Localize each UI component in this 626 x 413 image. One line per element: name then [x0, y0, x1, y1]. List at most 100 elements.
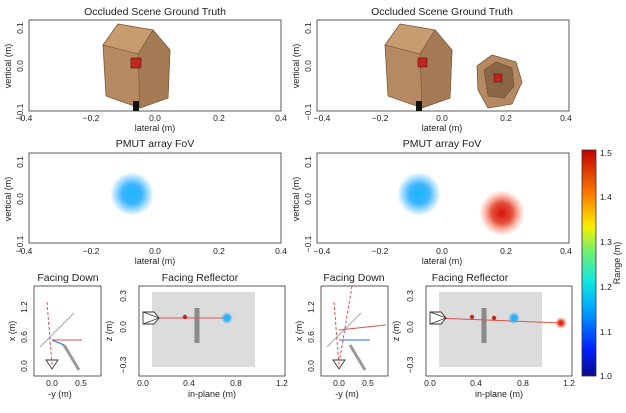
colorbar-tick-label: 1.5 — [600, 148, 612, 158]
x-tick-label: 0.0 — [424, 378, 436, 388]
x-tick-label: 0.5 — [362, 378, 374, 388]
panel-title: Facing Down — [37, 272, 98, 284]
x-ticks: −0.4 −0.2 0.0 0.2 0.4 — [16, 246, 288, 256]
x-tick-label: 1.2 — [276, 378, 288, 388]
y-tick-label: −0.1 — [303, 103, 313, 120]
panel-title: Occluded Scene Ground Truth — [371, 6, 513, 18]
y-axis-label: z (m) — [104, 321, 114, 342]
x-tick-label: −0.2 — [372, 246, 389, 256]
colorbar-tick-label: 1.1 — [600, 327, 612, 337]
panel-title: PMUT array FoV — [403, 138, 482, 150]
x-tick-label: 0.8 — [230, 378, 242, 388]
target-point — [491, 315, 497, 321]
panel-facing-down-left: Facing Down 1.2 0.6 0.0 0.0 0.5 -y (m) x… — [7, 272, 102, 399]
shaded-region — [439, 292, 542, 367]
plot-frame — [316, 152, 570, 244]
detection-blob-cyan — [397, 172, 441, 216]
y-ticks: 0.1 0.0 −0.1 — [303, 22, 313, 121]
detection-blob-red — [555, 317, 567, 329]
y-axis-label: vertical (m) — [291, 44, 301, 89]
y-tick-label: 1.2 — [19, 301, 29, 313]
plot-frame — [320, 285, 389, 377]
y-tick-label: 0.1 — [15, 22, 25, 34]
red-cube-marker — [493, 73, 503, 83]
y-axis-label: x (m) — [294, 321, 304, 342]
x-tick-label: 0.2 — [213, 113, 225, 123]
beam-path — [434, 317, 563, 324]
x-tick-label: 0.4 — [275, 246, 287, 256]
y-tick-label: 0.1 — [303, 156, 313, 168]
y-ticks: 0.1 0.0 −0.1 — [15, 22, 25, 121]
y-tick-label: 0.3 — [118, 290, 128, 302]
x-ticks: −0.4 −0.2 0.0 0.2 0.4 — [314, 113, 573, 123]
colorbar-gradient — [581, 149, 597, 377]
x-tick-label: 0.0 — [137, 378, 149, 388]
x-tick-label: −0.4 — [16, 113, 33, 123]
reflector-line — [326, 312, 362, 348]
cardboard-box-object — [102, 23, 171, 111]
beam-path — [338, 324, 387, 331]
colorbar-tick-label: 1.0 — [600, 371, 612, 381]
ray-path — [333, 301, 340, 366]
x-axis-label: lateral (m) — [422, 256, 463, 266]
x-axis-label: lateral (m) — [135, 123, 176, 133]
y-axis-label: z (m) — [391, 321, 401, 342]
x-axis-label: -y (m) — [48, 389, 72, 399]
detection-blob-cyan — [110, 172, 154, 216]
panel-title: Facing Down — [323, 272, 384, 284]
y-ticks: 0.3 0.0 −0.3 — [405, 290, 415, 374]
panel-gt-right: Occluded Scene Ground Truth 0.1 0.0 −0.1… — [291, 6, 572, 133]
x-tick-label: 0.2 — [500, 246, 512, 256]
x-axis-label: in-plane (m) — [475, 389, 523, 399]
x-tick-label: 0.0 — [436, 246, 448, 256]
y-tick-label: 0.0 — [15, 60, 25, 72]
colorbar-tick-label: 1.2 — [600, 282, 612, 292]
x-tick-label: 0.5 — [75, 378, 87, 388]
support-post — [416, 101, 422, 111]
panel-fov-right: PMUT array FoV 0.1 0.0 −0.1 −0.4 −0.2 0.… — [291, 138, 572, 266]
x-tick-label: −0.4 — [314, 113, 331, 123]
x-tick-label: 0.8 — [517, 378, 529, 388]
red-cube-marker — [417, 57, 428, 68]
detection-blob-cyan — [508, 312, 520, 324]
plot-frame — [33, 285, 102, 377]
x-tick-label: 0.4 — [560, 113, 572, 123]
x-tick-label: 0.4 — [275, 113, 287, 123]
target-point — [469, 314, 475, 320]
panel-facing-reflector-left: Facing Reflector 0.3 0.0 −0.3 0.0 0.4 0.… — [104, 272, 288, 399]
panel-fov-left: PMUT array FoV 0.1 0.0 −0.1 −0.4 −0.2 0.… — [3, 138, 287, 266]
x-tick-label: 0.0 — [149, 246, 161, 256]
y-tick-label: 0.0 — [303, 193, 313, 205]
x-ticks: −0.4 −0.2 0.0 0.2 0.4 — [314, 246, 573, 256]
x-axis-label: lateral (m) — [422, 123, 463, 133]
panel-facing-reflector-right: Facing Reflector 0.3 0.0 −0.3 0.0 0.4 0.… — [391, 272, 575, 399]
target-point — [182, 314, 188, 320]
y-tick-label: 0.0 — [303, 60, 313, 72]
shaded-region — [152, 292, 255, 367]
plot-frame — [28, 152, 282, 244]
y-tick-label: 0.0 — [306, 360, 316, 372]
reflector-edge — [62, 344, 81, 371]
pose-axis — [51, 339, 65, 346]
x-tick-label: 1.2 — [563, 378, 575, 388]
y-tick-label: 0.0 — [15, 193, 25, 205]
colorbar-tick-label: 1.3 — [600, 237, 612, 247]
y-tick-label: −0.1 — [303, 235, 313, 252]
x-tick-label: −0.2 — [372, 113, 389, 123]
colorbar: 1.5 1.4 1.3 1.2 1.1 1.0 Range (m) — [581, 148, 622, 381]
panel-title: Facing Reflector — [432, 272, 509, 284]
reflector-line — [39, 312, 75, 348]
ray-path — [46, 301, 53, 366]
x-tick-label: 0.0 — [46, 378, 58, 388]
y-tick-label: −0.3 — [118, 356, 128, 373]
x-axis-label: lateral (m) — [135, 256, 176, 266]
x-tick-label: 0.2 — [213, 246, 225, 256]
x-ticks: 0.0 0.4 0.8 1.2 — [137, 378, 288, 388]
y-tick-label: −0.1 — [15, 103, 25, 120]
support-post — [133, 101, 139, 111]
panel-gt-left: Occluded Scene Ground Truth 0.1 0.0 −0.1… — [3, 6, 287, 133]
panel-facing-down-right: Facing Down 1.2 0.6 0.0 0.0 0.5 -y (m) x… — [294, 272, 389, 399]
detection-blob-cyan — [221, 312, 233, 324]
y-tick-label: 0.6 — [306, 331, 316, 343]
y-ticks: 0.1 0.0 −0.1 — [15, 156, 25, 253]
